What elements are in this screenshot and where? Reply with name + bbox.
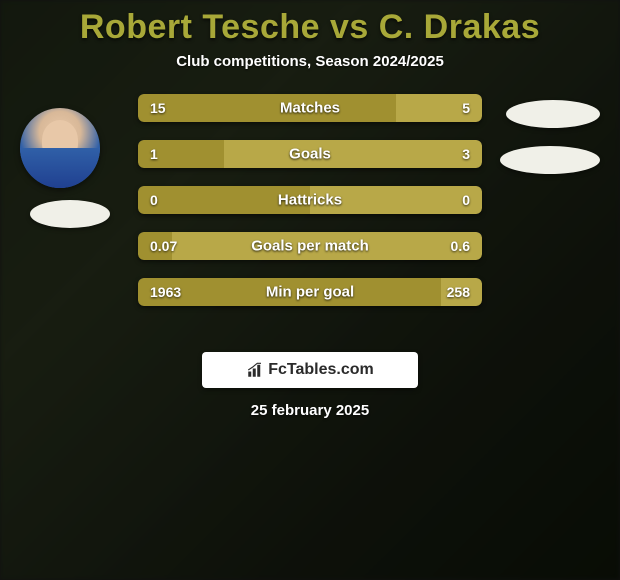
chart-icon — [246, 361, 264, 379]
player-left-badge — [30, 200, 110, 228]
stat-row: 0.070.6Goals per match — [138, 232, 482, 260]
brand-box[interactable]: FcTables.com — [202, 352, 418, 388]
player-right-badge-1 — [506, 100, 600, 128]
stat-bars: 155Matches 13Goals 00Hattricks 0.070.6Goals… — [138, 94, 482, 324]
brand-text: FcTables.com — [268, 361, 374, 379]
stat-row: 00Hattricks — [138, 186, 482, 214]
stat-label: Min per goal — [138, 284, 482, 301]
stat-label: Goals — [138, 146, 482, 163]
subtitle: Club competitions, Season 2024/2025 — [0, 53, 620, 70]
stat-row: 155Matches — [138, 94, 482, 122]
stat-row: 13Goals — [138, 140, 482, 168]
stat-row: 1963258Min per goal — [138, 278, 482, 306]
comparison-area: 155Matches13Goals00Hattricks0.070.6Goals… — [0, 100, 620, 330]
date-text: 25 february 2025 — [0, 402, 620, 419]
stat-label: Matches — [138, 100, 482, 117]
player-right-badge-2 — [500, 146, 600, 174]
stat-label: Goals per match — [138, 238, 482, 255]
content-container: Robert Tesche vs C. Drakas Club competit… — [0, 0, 620, 419]
page-title: Robert Tesche vs C. Drakas — [0, 8, 620, 47]
stat-label: Hattricks — [138, 192, 482, 209]
player-left-avatar — [20, 108, 100, 188]
